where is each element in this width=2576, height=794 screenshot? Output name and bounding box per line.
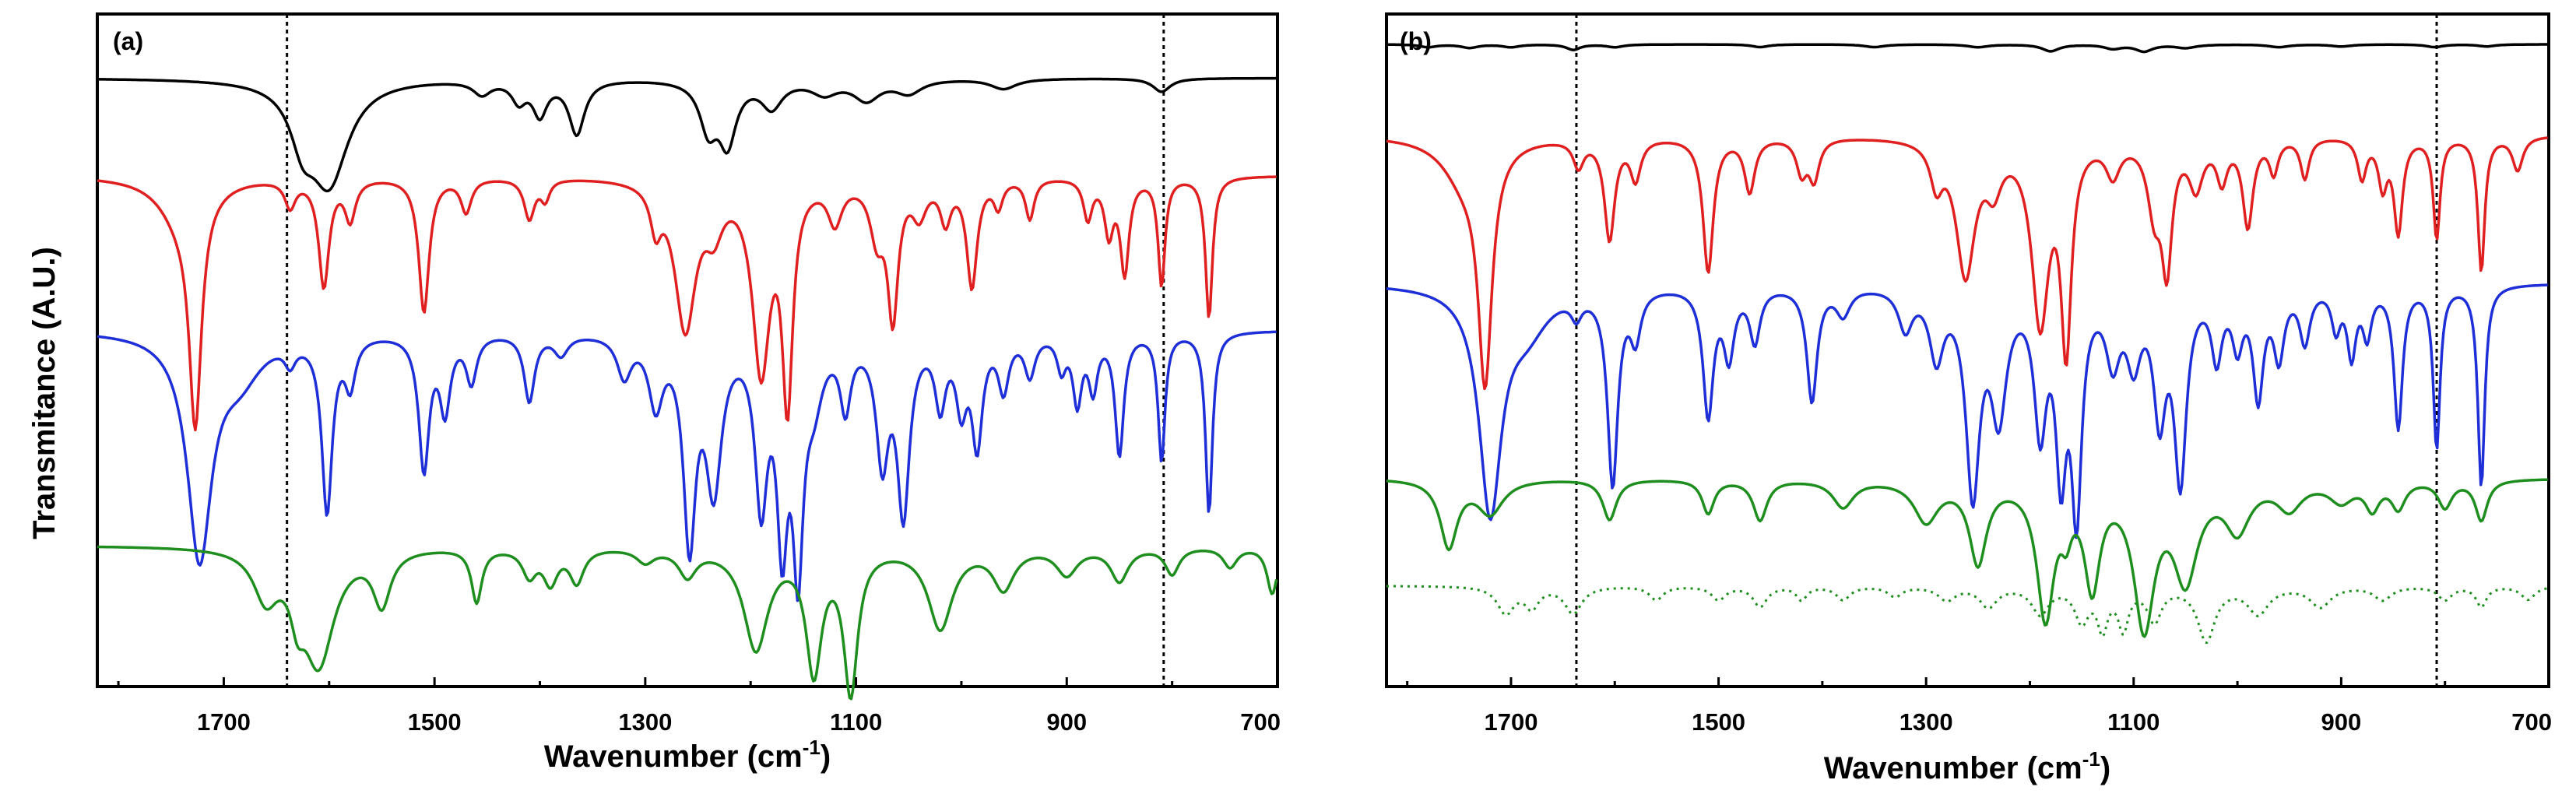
reference-lines-a [286,14,1165,687]
plot-frame-b [1385,12,2550,688]
x-tick-label-a-1100: 1100 [830,708,882,736]
series-group-a [97,76,1278,701]
x-tick-label-a-1700: 1700 [197,708,251,736]
x-axis-title-b: Wavenumber (cm-1) [1824,747,2110,785]
series-line-b-blue [1386,283,2548,539]
x-tick-label-b-1100: 1100 [2107,708,2160,736]
series-line-a-green [97,545,1278,701]
series-line-b-green-dotted [1386,585,2548,645]
x-tick-label-b-1300: 1300 [1899,708,1953,736]
series-line-b-green [1386,478,2548,638]
series-group-b [1386,43,2548,645]
x-tick-label-a-900: 900 [1046,708,1087,736]
plot-frame-a [96,12,1279,688]
series-line-a-black [97,76,1277,193]
x-tick-label-a-1300: 1300 [618,708,672,736]
x-axis-title-a: Wavenumber (cm-1) [544,736,831,774]
panel-label-a: (a) [113,27,143,55]
panel-label-b: (b) [1400,27,1432,55]
series-line-b-red [1386,136,2548,391]
x-ticks-b: 1700 1500 1300 1100 900 700 [1406,677,2552,736]
x-tick-label-b-1700: 1700 [1484,708,1538,736]
x-tick-label-b-700: 700 [2511,708,2552,736]
chart-panel-b: 1700 1500 1300 1100 900 700 (b) Wavenumber (c… [1385,12,2552,785]
series-line-a-blue [97,330,1277,603]
reference-lines-b [1575,14,2438,687]
x-tick-label-a-1500: 1500 [408,708,462,736]
series-line-a-red [97,175,1277,432]
x-ticks-a: 1700 1500 1300 1100 900 700 [117,677,1281,736]
y-axis-title: Transmitance (A.U.) [27,247,62,539]
series-line-b-black [1386,43,2548,54]
x-tick-label-a-700: 700 [1240,708,1281,736]
x-tick-label-b-1500: 1500 [1692,708,1745,736]
x-tick-label-b-900: 900 [2321,708,2362,736]
chart-panel-a: 1700 1500 1300 1100 900 700 (a) Wavenumber (c… [96,12,1281,774]
